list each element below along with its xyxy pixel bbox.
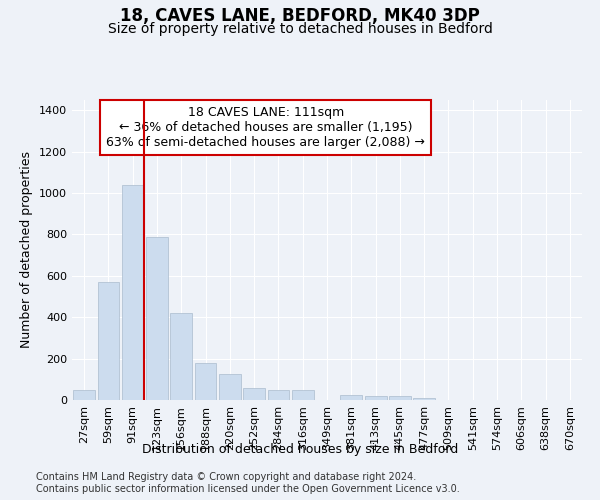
Bar [73, 390, 95, 400]
Bar [292, 390, 314, 400]
Y-axis label: Number of detached properties: Number of detached properties [20, 152, 34, 348]
Bar [219, 374, 241, 400]
Bar [365, 396, 386, 400]
Bar [146, 236, 168, 400]
Bar [340, 395, 362, 400]
Text: 18, CAVES LANE, BEDFORD, MK40 3DP: 18, CAVES LANE, BEDFORD, MK40 3DP [120, 8, 480, 26]
Text: 18 CAVES LANE: 111sqm
← 36% of detached houses are smaller (1,195)
63% of semi-d: 18 CAVES LANE: 111sqm ← 36% of detached … [106, 106, 425, 149]
Text: Size of property relative to detached houses in Bedford: Size of property relative to detached ho… [107, 22, 493, 36]
Bar [170, 313, 192, 400]
Text: Contains public sector information licensed under the Open Government Licence v3: Contains public sector information licen… [36, 484, 460, 494]
Bar [243, 388, 265, 400]
Text: Contains HM Land Registry data © Crown copyright and database right 2024.: Contains HM Land Registry data © Crown c… [36, 472, 416, 482]
Bar [268, 390, 289, 400]
Bar [194, 363, 217, 400]
Bar [413, 398, 435, 400]
Text: Distribution of detached houses by size in Bedford: Distribution of detached houses by size … [142, 442, 458, 456]
Bar [122, 185, 143, 400]
Bar [97, 282, 119, 400]
Bar [389, 396, 411, 400]
